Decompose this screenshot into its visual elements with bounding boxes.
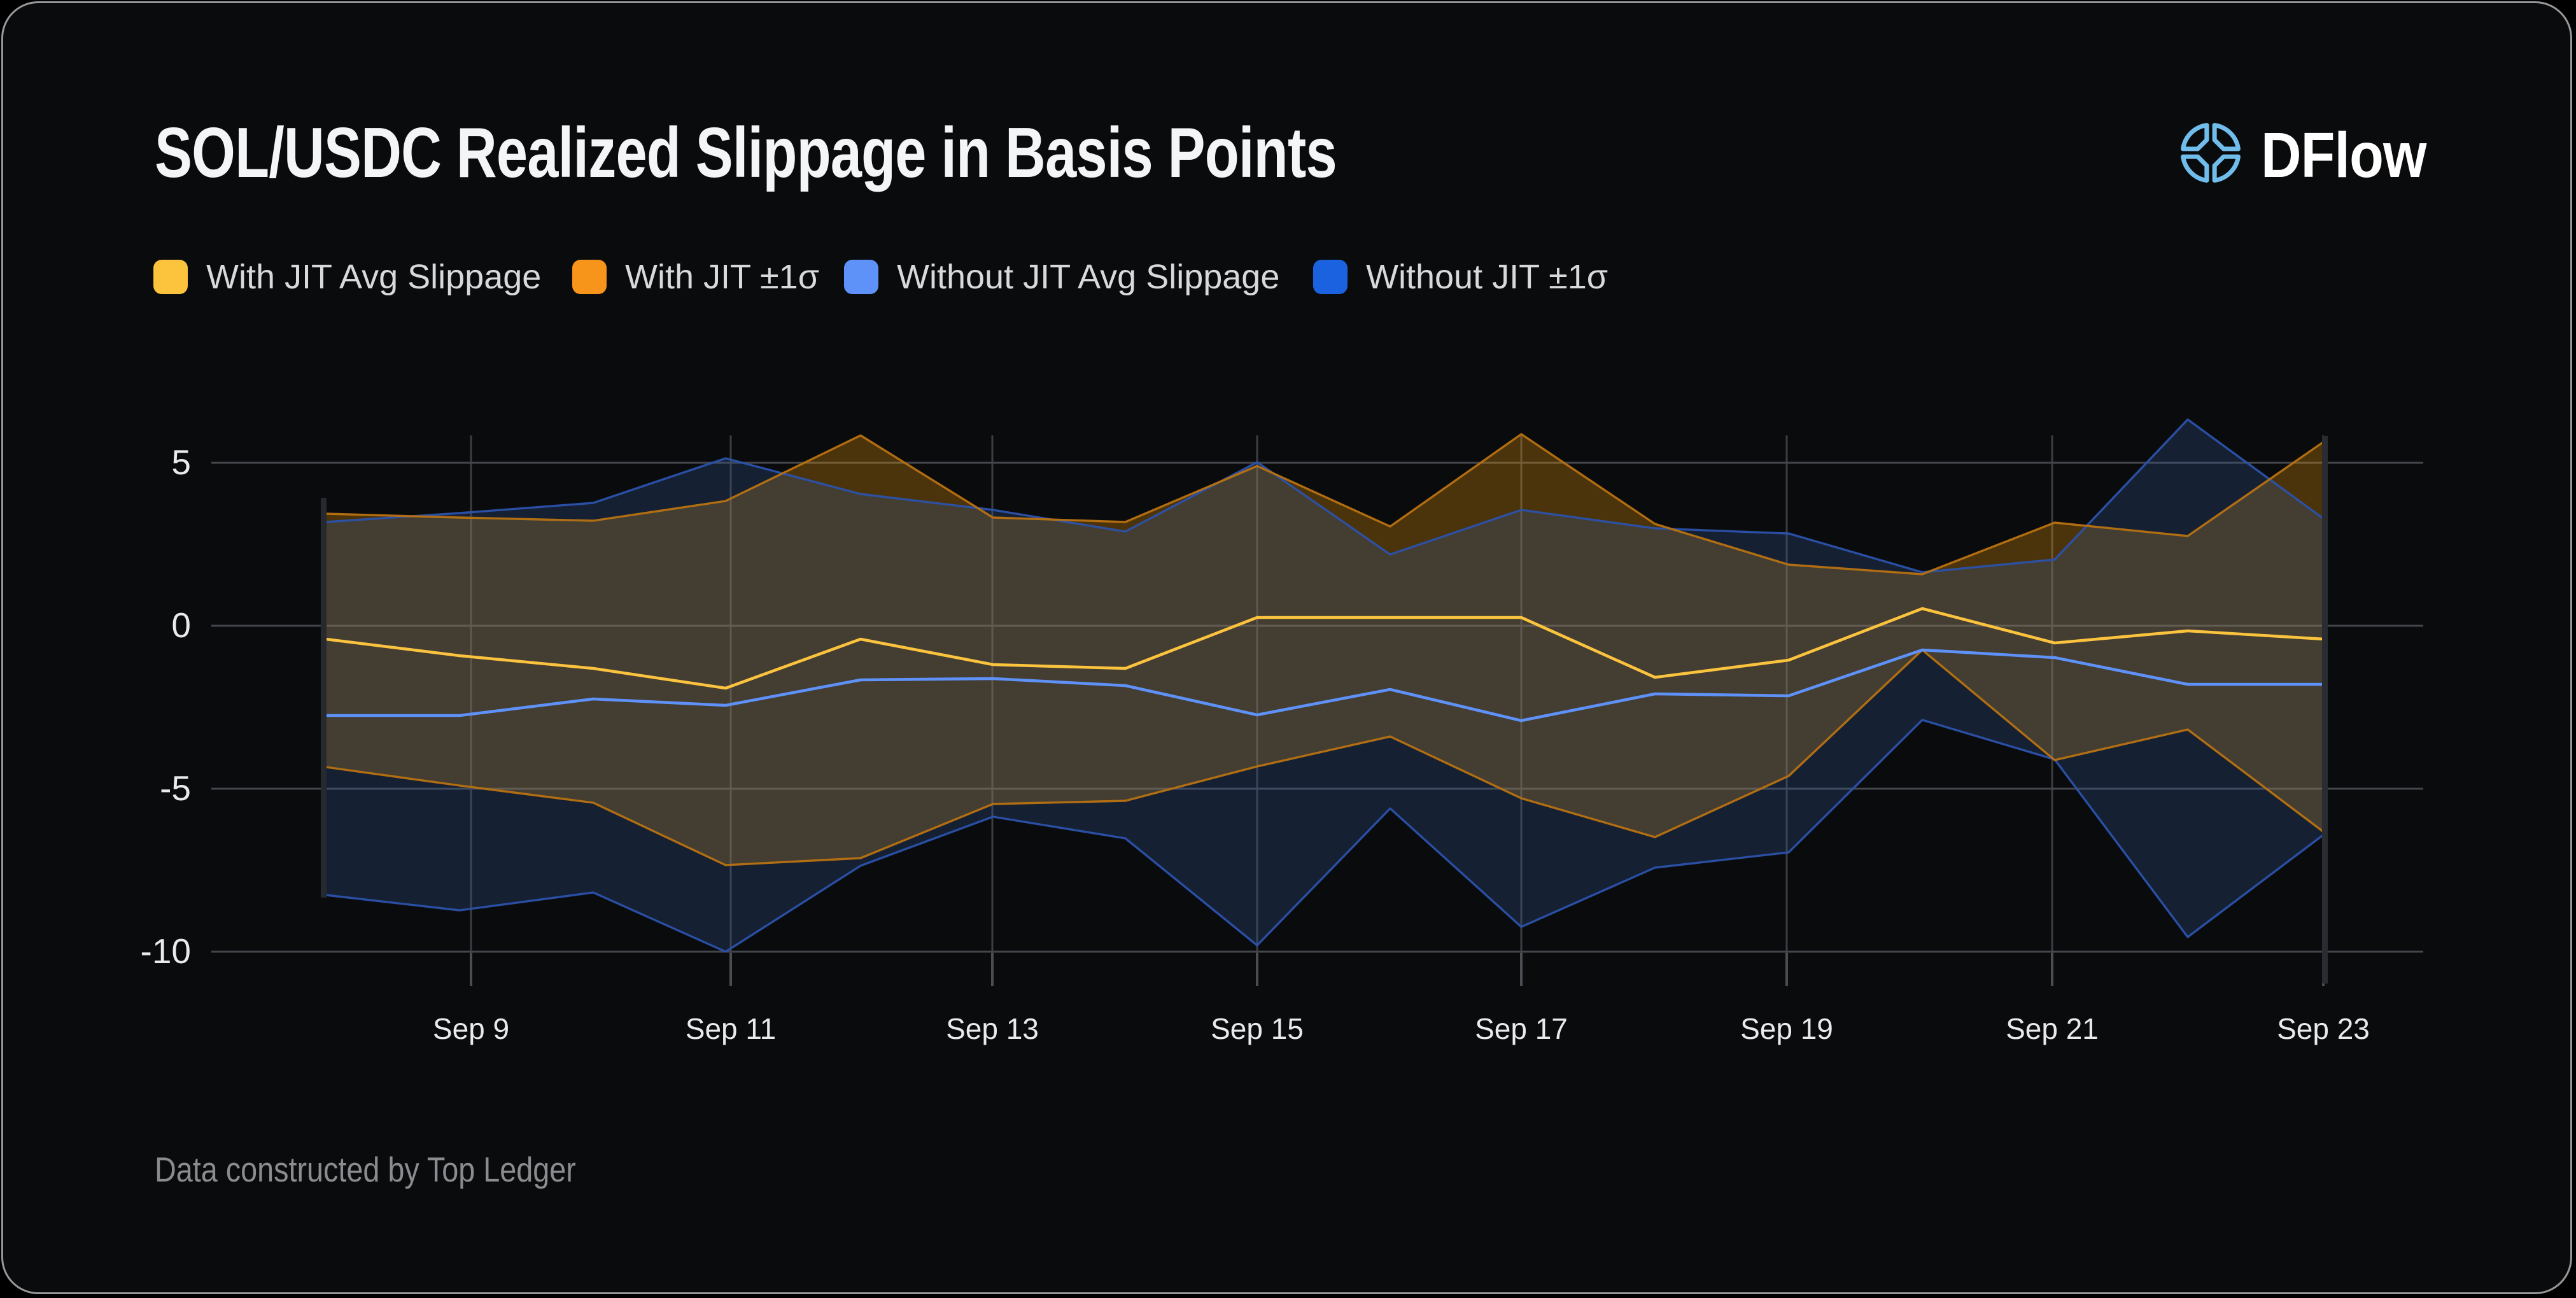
- svg-text:-10: -10: [141, 931, 192, 971]
- svg-text:Sep 23: Sep 23: [2277, 1012, 2370, 1045]
- svg-text:-5: -5: [160, 768, 191, 808]
- svg-text:5: 5: [171, 442, 191, 482]
- svg-text:Sep 17: Sep 17: [1475, 1012, 1568, 1045]
- svg-text:Sep 19: Sep 19: [1740, 1012, 1833, 1045]
- svg-text:Sep 9: Sep 9: [433, 1012, 509, 1045]
- svg-text:0: 0: [171, 605, 191, 645]
- svg-text:Sep 13: Sep 13: [946, 1012, 1039, 1045]
- svg-text:Sep 21: Sep 21: [2006, 1012, 2099, 1045]
- svg-text:Sep 11: Sep 11: [686, 1012, 776, 1045]
- svg-text:Sep 15: Sep 15: [1211, 1012, 1304, 1045]
